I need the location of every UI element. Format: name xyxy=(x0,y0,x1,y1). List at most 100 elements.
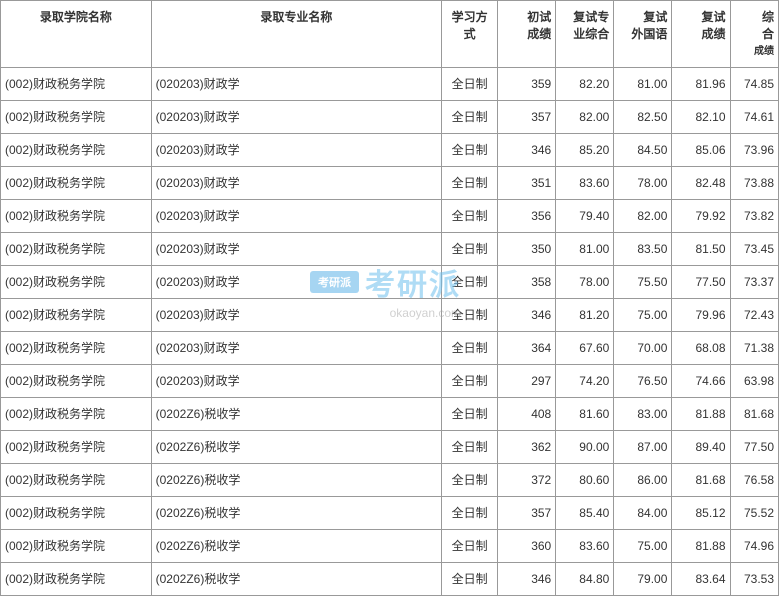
cell-prelim: 346 xyxy=(498,133,556,166)
cell-reexam_lang: 75.00 xyxy=(614,529,672,562)
cell-major: (0202Z6)税收学 xyxy=(151,562,442,595)
table-row: (002)财政税务学院(0202Z6)税收学全日制36083.6075.0081… xyxy=(1,529,779,562)
cell-final: 63.98 xyxy=(730,364,779,397)
cell-reexam_lang: 83.50 xyxy=(614,232,672,265)
cell-reexam_major: 80.60 xyxy=(556,463,614,496)
cell-reexam_lang: 75.00 xyxy=(614,298,672,331)
cell-prelim: 346 xyxy=(498,298,556,331)
table-row: (002)财政税务学院(0202Z6)税收学全日制35785.4084.0085… xyxy=(1,496,779,529)
table-row: (002)财政税务学院(020203)财政学全日制35081.0083.5081… xyxy=(1,232,779,265)
cell-reexam_lang: 78.00 xyxy=(614,166,672,199)
cell-reexam_lang: 84.00 xyxy=(614,496,672,529)
cell-major: (0202Z6)税收学 xyxy=(151,430,442,463)
cell-final: 71.38 xyxy=(730,331,779,364)
cell-reexam_major: 67.60 xyxy=(556,331,614,364)
cell-reexam_score: 81.68 xyxy=(672,463,730,496)
cell-major: (0202Z6)税收学 xyxy=(151,496,442,529)
cell-major: (020203)财政学 xyxy=(151,133,442,166)
cell-final: 74.85 xyxy=(730,67,779,100)
cell-mode: 全日制 xyxy=(442,496,498,529)
table-row: (002)财政税务学院(020203)财政学全日制35782.0082.5082… xyxy=(1,100,779,133)
cell-mode: 全日制 xyxy=(442,529,498,562)
header-reexam_lang: 复试外国语 xyxy=(614,1,672,68)
cell-major: (020203)财政学 xyxy=(151,67,442,100)
cell-major: (020203)财政学 xyxy=(151,199,442,232)
cell-reexam_lang: 82.00 xyxy=(614,199,672,232)
cell-mode: 全日制 xyxy=(442,67,498,100)
table-row: (002)财政税务学院(020203)财政学全日制36467.6070.0068… xyxy=(1,331,779,364)
cell-prelim: 358 xyxy=(498,265,556,298)
cell-reexam_score: 79.96 xyxy=(672,298,730,331)
cell-prelim: 364 xyxy=(498,331,556,364)
cell-mode: 全日制 xyxy=(442,232,498,265)
header-school: 录取学院名称 xyxy=(1,1,152,68)
cell-major: (020203)财政学 xyxy=(151,298,442,331)
cell-final: 73.45 xyxy=(730,232,779,265)
cell-school: (002)财政税务学院 xyxy=(1,232,152,265)
cell-reexam_major: 82.20 xyxy=(556,67,614,100)
admission-table: 录取学院名称录取专业名称学习方式初试成绩复试专业综合复试外国语复试成绩综合成绩 … xyxy=(0,0,779,596)
cell-final: 74.61 xyxy=(730,100,779,133)
cell-prelim: 357 xyxy=(498,100,556,133)
cell-mode: 全日制 xyxy=(442,397,498,430)
table-body: (002)财政税务学院(020203)财政学全日制35982.2081.0081… xyxy=(1,67,779,595)
table-row: (002)财政税务学院(020203)财政学全日制34681.2075.0079… xyxy=(1,298,779,331)
cell-reexam_score: 82.10 xyxy=(672,100,730,133)
cell-mode: 全日制 xyxy=(442,166,498,199)
cell-reexam_major: 85.40 xyxy=(556,496,614,529)
cell-reexam_major: 83.60 xyxy=(556,529,614,562)
cell-reexam_major: 83.60 xyxy=(556,166,614,199)
cell-reexam_score: 68.08 xyxy=(672,331,730,364)
cell-reexam_lang: 84.50 xyxy=(614,133,672,166)
cell-reexam_lang: 86.00 xyxy=(614,463,672,496)
cell-mode: 全日制 xyxy=(442,364,498,397)
cell-reexam_score: 82.48 xyxy=(672,166,730,199)
cell-school: (002)财政税务学院 xyxy=(1,67,152,100)
cell-mode: 全日制 xyxy=(442,463,498,496)
cell-final: 77.50 xyxy=(730,430,779,463)
cell-prelim: 297 xyxy=(498,364,556,397)
cell-mode: 全日制 xyxy=(442,562,498,595)
cell-final: 74.96 xyxy=(730,529,779,562)
table-row: (002)财政税务学院(0202Z6)税收学全日制40881.6083.0081… xyxy=(1,397,779,430)
cell-final: 73.88 xyxy=(730,166,779,199)
table-row: (002)财政税务学院(020203)财政学全日制34685.2084.5085… xyxy=(1,133,779,166)
cell-final: 75.52 xyxy=(730,496,779,529)
cell-school: (002)财政税务学院 xyxy=(1,133,152,166)
cell-reexam_score: 81.88 xyxy=(672,529,730,562)
cell-school: (002)财政税务学院 xyxy=(1,463,152,496)
cell-reexam_major: 90.00 xyxy=(556,430,614,463)
cell-school: (002)财政税务学院 xyxy=(1,331,152,364)
cell-school: (002)财政税务学院 xyxy=(1,298,152,331)
cell-school: (002)财政税务学院 xyxy=(1,100,152,133)
cell-reexam_score: 79.92 xyxy=(672,199,730,232)
cell-reexam_lang: 83.00 xyxy=(614,397,672,430)
cell-reexam_score: 83.64 xyxy=(672,562,730,595)
header-reexam_major: 复试专业综合 xyxy=(556,1,614,68)
cell-school: (002)财政税务学院 xyxy=(1,364,152,397)
cell-prelim: 351 xyxy=(498,166,556,199)
table-row: (002)财政税务学院(0202Z6)税收学全日制34684.8079.0083… xyxy=(1,562,779,595)
cell-reexam_lang: 79.00 xyxy=(614,562,672,595)
cell-major: (020203)财政学 xyxy=(151,100,442,133)
cell-reexam_major: 74.20 xyxy=(556,364,614,397)
cell-school: (002)财政税务学院 xyxy=(1,430,152,463)
cell-school: (002)财政税务学院 xyxy=(1,496,152,529)
cell-reexam_lang: 87.00 xyxy=(614,430,672,463)
cell-prelim: 408 xyxy=(498,397,556,430)
cell-final: 81.68 xyxy=(730,397,779,430)
cell-reexam_score: 85.06 xyxy=(672,133,730,166)
cell-final: 72.43 xyxy=(730,298,779,331)
cell-reexam_major: 81.60 xyxy=(556,397,614,430)
cell-reexam_score: 74.66 xyxy=(672,364,730,397)
cell-reexam_score: 81.96 xyxy=(672,67,730,100)
table-row: (002)财政税务学院(020203)财政学全日制35982.2081.0081… xyxy=(1,67,779,100)
cell-major: (020203)财政学 xyxy=(151,166,442,199)
cell-reexam_score: 81.50 xyxy=(672,232,730,265)
cell-prelim: 350 xyxy=(498,232,556,265)
cell-school: (002)财政税务学院 xyxy=(1,562,152,595)
cell-major: (020203)财政学 xyxy=(151,265,442,298)
cell-reexam_major: 82.00 xyxy=(556,100,614,133)
cell-reexam_score: 89.40 xyxy=(672,430,730,463)
cell-major: (020203)财政学 xyxy=(151,364,442,397)
